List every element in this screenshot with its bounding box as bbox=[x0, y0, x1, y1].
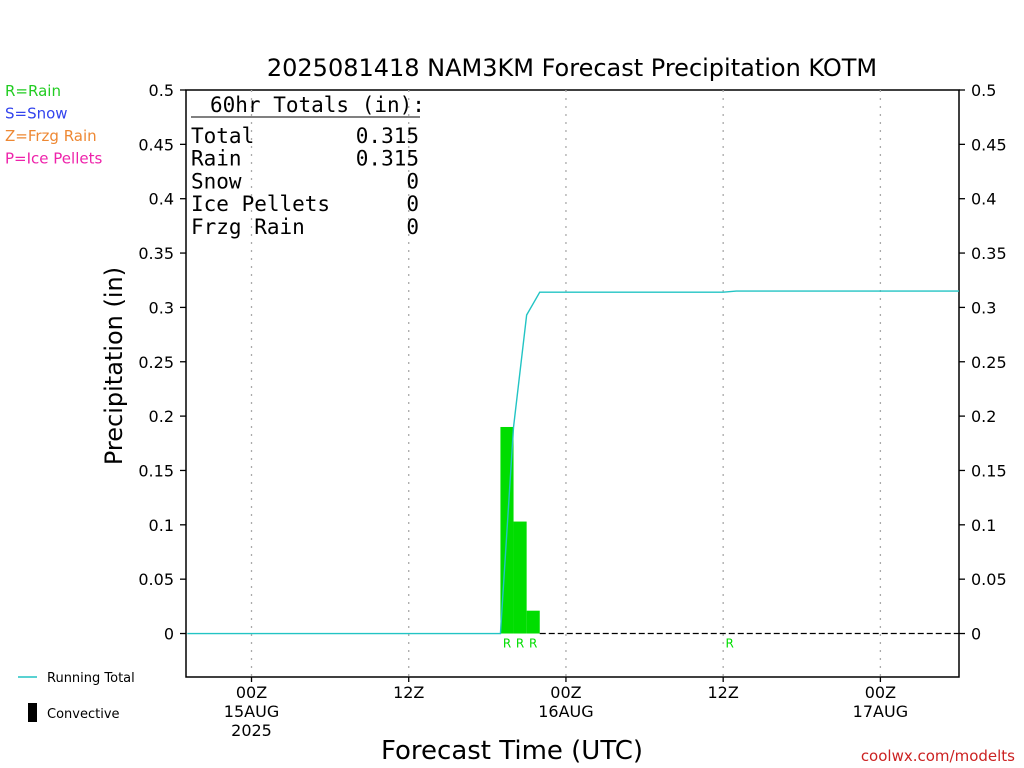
y-tick-label-left-4: 0.2 bbox=[149, 407, 174, 426]
x-tick-label-4: 00Z bbox=[865, 683, 896, 702]
legend-code-0: R=Rain bbox=[5, 82, 61, 100]
legend-code-2: Z=Frzg Rain bbox=[5, 127, 97, 145]
y-tick-label-left-8: 0.4 bbox=[149, 190, 174, 209]
y-tick-label-left-2: 0.1 bbox=[149, 516, 174, 535]
x-tick-label-1: 12Z bbox=[393, 683, 424, 702]
y-tick-label-right-1: 0.05 bbox=[971, 570, 1007, 589]
totals-rows: Total 0.315 Rain 0.315 Snow 0 Ice Pellets 0 Frzg… bbox=[191, 124, 419, 239]
y-tick-label-right-7: 0.35 bbox=[971, 244, 1007, 263]
totals-box: 60hr Totals (in): Total 0.315 Rain 0.315 Sno… bbox=[191, 93, 425, 239]
running-total-series bbox=[187, 290, 959, 635]
totals-row-value-4: 0 bbox=[406, 215, 419, 239]
bar-2 bbox=[526, 610, 540, 634]
y-tick-label-left-1: 0.05 bbox=[138, 570, 174, 589]
y-tick-label-left-5: 0.25 bbox=[138, 353, 174, 372]
y-axis-left: 0 0.05 0.1 0.15 0.2 0.25 0.3 0.35 0.4 0.45 0.5 bbox=[138, 81, 186, 644]
ptype-marker-3: R bbox=[726, 637, 734, 651]
running-total-line bbox=[187, 290, 959, 635]
y-tick-label-left-0: 0 bbox=[164, 625, 174, 644]
plot-frame bbox=[185, 89, 960, 678]
y-tick-label-right-2: 0.1 bbox=[971, 516, 996, 535]
y-tick-label-right-5: 0.25 bbox=[971, 353, 1007, 372]
y-tick-label-left-9: 0.45 bbox=[138, 135, 174, 154]
chart-title: 2025081418 NAM3KM Forecast Precipitation… bbox=[267, 54, 877, 82]
ptype-marker-2: R bbox=[529, 637, 537, 651]
totals-row-label-2: Snow bbox=[191, 169, 242, 193]
totals-row-label-3: Ice Pellets bbox=[191, 192, 330, 216]
ptype-marker-1: R bbox=[516, 637, 524, 651]
legend-code-3: P=Ice Pellets bbox=[5, 150, 102, 168]
totals-row-label-4: Frzg Rain bbox=[191, 215, 305, 239]
y-tick-label-left-3: 0.15 bbox=[138, 461, 174, 480]
y-tick-label-right-4: 0.2 bbox=[971, 407, 996, 426]
totals-row-label-1: Rain bbox=[191, 147, 242, 171]
y-tick-label-right-0: 0 bbox=[971, 625, 981, 644]
x-tick-label-3: 12Z bbox=[708, 683, 739, 702]
y-tick-label-right-8: 0.4 bbox=[971, 190, 996, 209]
x-tick-label-2: 00Z bbox=[550, 683, 581, 702]
x-tick-sublabel-0-1: 2025 bbox=[231, 721, 272, 740]
y-tick-label-left-6: 0.3 bbox=[149, 298, 174, 317]
totals-row-value-0: 0.315 bbox=[356, 124, 419, 148]
totals-header: 60hr Totals (in): bbox=[210, 93, 425, 117]
x-tick-sublabel-4-0: 17AUG bbox=[853, 702, 908, 721]
y-tick-label-right-6: 0.3 bbox=[971, 298, 996, 317]
y-axis-title: Precipitation (in) bbox=[100, 267, 128, 465]
x-tick-sublabel-2-0: 16AUG bbox=[538, 702, 593, 721]
convective-legend-label: Convective bbox=[47, 707, 120, 722]
y-tick-label-right-9: 0.45 bbox=[971, 135, 1007, 154]
x-tick-label-0: 00Z bbox=[236, 683, 267, 702]
y-tick-label-right-10: 0.5 bbox=[971, 81, 996, 100]
y-tick-label-left-7: 0.35 bbox=[138, 244, 174, 263]
y-tick-label-left-10: 0.5 bbox=[149, 81, 174, 100]
y-axis-right: 0 0.05 0.1 0.15 0.2 0.25 0.3 0.35 0.4 0.45 0.5 bbox=[959, 81, 1007, 644]
convective-legend-swatch bbox=[28, 703, 37, 722]
totals-row-value-2: 0 bbox=[406, 169, 419, 193]
totals-row-value-3: 0 bbox=[406, 192, 419, 216]
totals-row-value-1: 0.315 bbox=[356, 147, 419, 171]
running-total-legend-label: Running Total bbox=[47, 671, 135, 686]
ptype-marker-0: R bbox=[503, 637, 511, 651]
site-credit: coolwx.com/modelts bbox=[861, 747, 1015, 765]
totals-row-label-0: Total bbox=[191, 124, 254, 148]
grid-lines bbox=[250, 90, 882, 677]
precip-type-legend: R=Rain S=Snow Z=Frzg Rain P=Ice Pellets bbox=[5, 82, 102, 168]
bar-1 bbox=[513, 521, 527, 634]
x-axis-title: Forecast Time (UTC) bbox=[381, 736, 643, 766]
x-tick-sublabel-0-0: 15AUG bbox=[224, 702, 279, 721]
y-tick-label-right-3: 0.15 bbox=[971, 461, 1007, 480]
legend-code-1: S=Snow bbox=[5, 105, 68, 123]
